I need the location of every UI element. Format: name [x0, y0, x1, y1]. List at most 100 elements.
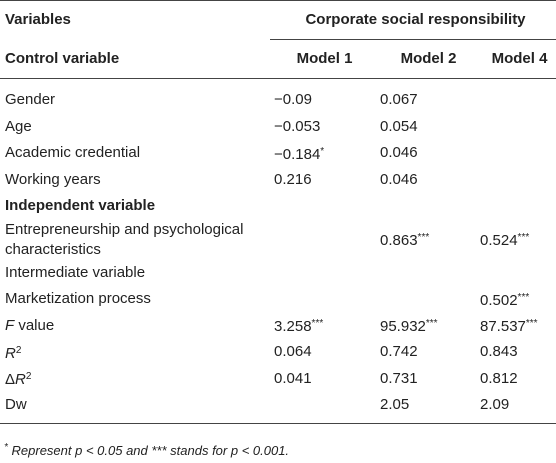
row-label: Independent variable	[0, 193, 270, 220]
table-cell: 0.731	[374, 366, 478, 393]
text-part: 0.742	[380, 343, 418, 361]
text-part: 87.537	[480, 318, 526, 336]
stub-header: Variables	[0, 0, 270, 40]
text-part: 0.046	[380, 170, 418, 188]
table-cell	[270, 286, 374, 313]
row-label: Academic credential	[0, 140, 270, 167]
table-cell	[478, 193, 556, 220]
table-cell: 2.09	[478, 392, 556, 424]
table-cell: 0.812	[478, 366, 556, 393]
spanner-header: Corporate social responsibility	[270, 0, 556, 40]
row-label: Dw	[0, 392, 270, 424]
row-label: Entrepreneurship and psychological chara…	[0, 220, 270, 260]
table-cell: −0.053	[270, 114, 374, 141]
text-part: 0.863	[380, 232, 418, 249]
table-cell	[270, 193, 374, 220]
superscript: *	[4, 442, 8, 453]
table-row: ΔR2 0.041 0.731 0.812	[0, 366, 556, 393]
table-cell: 0.067	[374, 79, 478, 114]
table-row: Gender −0.09 0.067	[0, 79, 556, 114]
table-cell: 0.041	[270, 366, 374, 393]
table-cell: 0.863***	[374, 220, 478, 260]
text-part: −0.09	[274, 91, 312, 109]
text-part: 0.502	[480, 291, 518, 309]
text-part: 2.09	[480, 396, 510, 414]
table-cell: 87.537***	[478, 313, 556, 340]
text-part: Gender	[5, 91, 56, 109]
superscript: ***	[311, 318, 324, 330]
text-part: Independent variable	[5, 197, 156, 215]
table-cell: 0.046	[374, 167, 478, 194]
table-row: Dw 2.05 2.09	[0, 392, 556, 424]
text-part: R	[15, 371, 26, 389]
table-cell: 3.258***	[270, 313, 374, 340]
row-label: Age	[0, 114, 270, 141]
superscript: ***	[425, 318, 438, 330]
superscript: ***	[417, 232, 430, 243]
column-header: Model 2	[374, 39, 478, 79]
text-part: 0.216	[274, 170, 312, 188]
text-part: 0.041	[274, 369, 312, 387]
table-cell: 95.932***	[374, 313, 478, 340]
table-cell	[270, 260, 374, 287]
table-row: Entrepreneurship and psychological chara…	[0, 220, 556, 260]
table-cell	[270, 220, 374, 260]
table-cell	[478, 140, 556, 167]
text-part: Working years	[5, 170, 101, 188]
superscript: 2	[25, 371, 32, 383]
row-label: Working years	[0, 167, 270, 194]
text-part: Dw	[5, 396, 27, 414]
column-header: Model 4	[478, 39, 556, 79]
text-part: 0.812	[480, 369, 518, 387]
text-part: 0.524	[480, 232, 518, 249]
table-row: R2 0.064 0.742 0.843	[0, 339, 556, 366]
table-cell	[374, 260, 478, 287]
table-row: F value 3.258*** 95.932*** 87.537***	[0, 313, 556, 340]
header-row: Variables Corporate social responsibilit…	[0, 0, 556, 40]
text-part: 0.067	[380, 91, 418, 109]
table-cell	[374, 286, 478, 313]
table-row: Marketization process 0.502***	[0, 286, 556, 313]
text-part: Marketization process	[5, 290, 151, 308]
table-cell	[478, 260, 556, 287]
text-part: 0.054	[380, 117, 418, 135]
table-cell: −0.09	[270, 79, 374, 114]
table-row: Academic credential −0.184* 0.046	[0, 140, 556, 167]
row-label: ΔR2	[0, 366, 270, 393]
table-cell	[374, 193, 478, 220]
text-part: 2.05	[380, 396, 410, 414]
table-cell: 0.502***	[478, 286, 556, 313]
table-cell	[478, 167, 556, 194]
text-part: 3.258	[274, 318, 312, 336]
table-cell: 0.046	[374, 140, 478, 167]
text-part: Represent p < 0.05 and *** stands for p …	[7, 443, 290, 458]
row-label: Gender	[0, 79, 270, 114]
table-cell: 0.216	[270, 167, 374, 194]
text-part: −0.053	[274, 117, 321, 135]
text-part: 0.064	[274, 343, 312, 361]
table-row: Intermediate variable	[0, 260, 556, 287]
superscript: 2	[15, 344, 22, 356]
text-part: Entrepreneurship and psychological chara…	[5, 220, 244, 258]
text-part: Intermediate variable	[5, 263, 146, 281]
table-cell: 0.843	[478, 339, 556, 366]
column-header: Model 1	[270, 39, 374, 79]
table-row: Age −0.053 0.054	[0, 114, 556, 141]
header-row: Control variable Model 1 Model 2 Model 4	[0, 39, 556, 79]
table-cell	[270, 392, 374, 424]
table-cell: −0.184*	[270, 140, 374, 167]
text-part: R	[5, 344, 16, 362]
text-part: value	[14, 316, 55, 334]
superscript: *	[320, 145, 325, 157]
table-row: Working years 0.216 0.046	[0, 167, 556, 194]
table-cell: 0.054	[374, 114, 478, 141]
table-cell: 0.524***	[478, 220, 556, 260]
table-cell: 0.064	[270, 339, 374, 366]
text-part: 0.731	[380, 369, 418, 387]
table-cell: 0.742	[374, 339, 478, 366]
table-cell: 2.05	[374, 392, 478, 424]
row-label: R2	[0, 339, 270, 366]
text-part: 0.046	[380, 144, 418, 162]
superscript: ***	[517, 232, 530, 243]
